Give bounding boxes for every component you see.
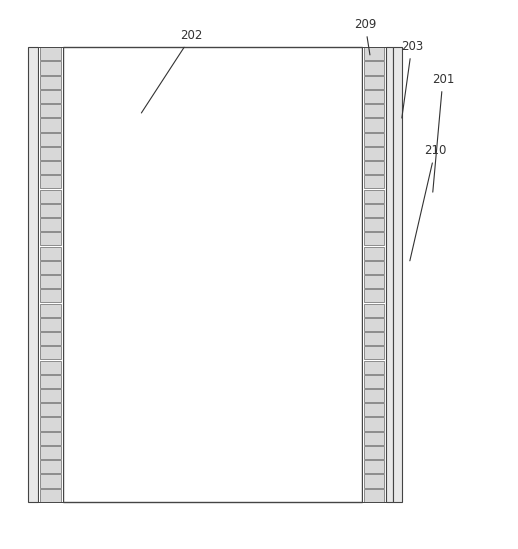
Bar [364,175,384,188]
Bar [40,275,61,288]
Bar [364,90,384,103]
Bar [40,403,61,416]
Bar [40,375,61,388]
Bar [364,318,384,331]
Bar [364,61,384,75]
Bar [364,304,384,317]
Bar [364,204,384,217]
Bar [364,119,384,132]
Bar [40,61,61,75]
Bar [364,147,384,160]
Text: 209: 209 [354,18,377,55]
Bar [364,361,384,374]
Bar [40,332,61,345]
Bar [40,76,61,89]
Bar [364,474,384,488]
Bar [364,76,384,89]
Bar [362,47,386,502]
Bar [63,47,362,502]
Text: 202: 202 [141,29,203,113]
Bar [364,275,384,288]
Bar [40,247,61,260]
Bar [40,389,61,402]
Bar [364,403,384,416]
Text: 203: 203 [401,40,423,118]
Bar [364,417,384,430]
Bar [40,304,61,317]
Bar [40,261,61,274]
Bar [364,104,384,117]
Bar [40,147,61,160]
Bar [364,346,384,360]
Bar [40,474,61,488]
Bar [40,90,61,103]
Bar [40,289,61,302]
Bar [364,289,384,302]
Bar [364,247,384,260]
Bar [386,47,393,502]
Bar [28,47,38,502]
Bar [364,489,384,502]
Bar [40,119,61,132]
Bar [40,446,61,459]
Bar [40,318,61,331]
Bar [40,460,61,473]
Bar [364,446,384,459]
Bar [40,133,61,146]
Bar [364,161,384,174]
Bar [38,47,63,502]
Bar [40,47,61,60]
Bar [364,375,384,388]
Bar [38,47,63,502]
Bar [364,460,384,473]
Bar [362,47,386,502]
Bar [40,346,61,360]
Bar [40,489,61,502]
Bar [40,189,61,203]
Bar [40,218,61,231]
Bar [364,332,384,345]
Bar [364,261,384,274]
Bar [364,432,384,445]
Bar [364,232,384,245]
Bar [364,133,384,146]
Text: 201: 201 [431,73,454,192]
Bar [40,204,61,217]
Bar [364,389,384,402]
Text: 210: 210 [410,144,447,261]
Bar [364,189,384,203]
Bar [40,432,61,445]
Bar [364,47,384,60]
Bar [40,104,61,117]
Bar [40,175,61,188]
Bar [364,218,384,231]
Bar [40,361,61,374]
Bar [393,47,402,502]
Bar [40,161,61,174]
Bar [40,417,61,430]
Bar [40,232,61,245]
